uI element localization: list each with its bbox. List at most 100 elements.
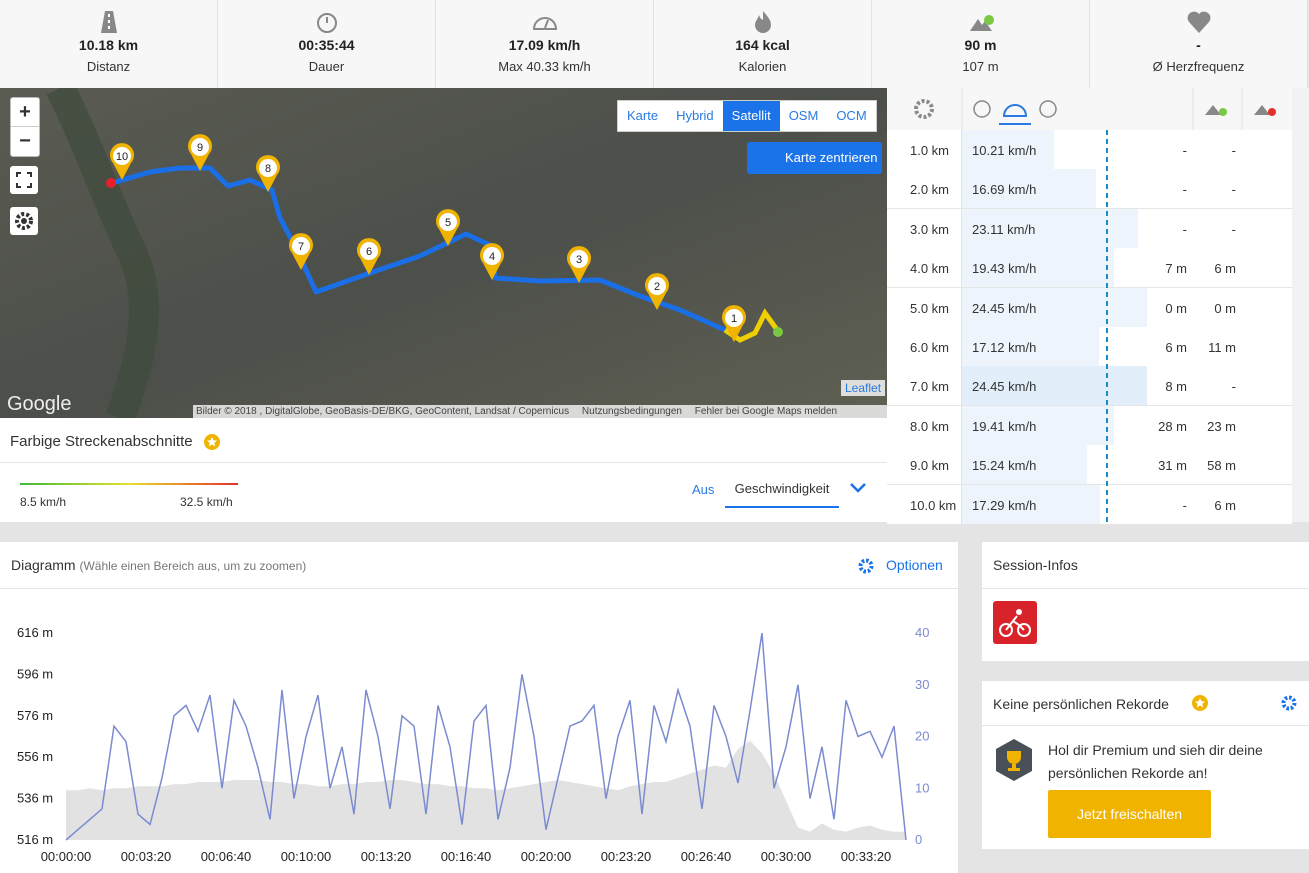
- split-row: 6.0 km 17.12 km/h 6 m 11 m: [887, 327, 1292, 367]
- avg-line: [1106, 130, 1108, 522]
- cell: 23.11 km/h: [972, 221, 1036, 237]
- layer-button[interactable]: OCM: [827, 101, 876, 131]
- zoom-out[interactable]: −: [19, 130, 31, 152]
- stat: 164 kcal Kalorien: [654, 0, 872, 88]
- divider: [961, 248, 962, 288]
- stat-label: Ø Herzfrequenz: [1152, 59, 1245, 74]
- stat-value: 00:35:44: [298, 37, 355, 53]
- marker-dot: [259, 159, 277, 177]
- stat-icon: [317, 13, 337, 33]
- marker-label: 10: [116, 151, 128, 163]
- stat: 10.18 km Distanz: [0, 0, 218, 88]
- cell: 0 m: [1214, 300, 1236, 316]
- cell: 5.0 km: [910, 300, 950, 316]
- cell: -: [1182, 221, 1187, 237]
- speed-bar: [961, 327, 1099, 366]
- stat: 00:35:44 Dauer: [218, 0, 436, 88]
- attribution: Bilder © 2018 , DigitalGlobe, GeoBasis-D…: [196, 406, 570, 417]
- cell: 6 m: [1214, 497, 1236, 513]
- marker-label: 7: [298, 241, 304, 253]
- cell: 7.0 km: [910, 379, 950, 395]
- marker-dot: [360, 242, 378, 260]
- split-row: 10.0 km 17.29 km/h - 6 m: [887, 484, 1292, 525]
- cell: -: [1231, 182, 1236, 198]
- fullscreen[interactable]: [10, 166, 38, 194]
- session-panel: Session-Infos: [982, 542, 1309, 661]
- leaflet[interactable]: Leaflet: [841, 380, 886, 396]
- cell: 8 m: [1165, 379, 1187, 395]
- cell: 15.24 km/h: [972, 458, 1037, 474]
- y-tick-label: 536 m: [17, 791, 53, 806]
- mode-select[interactable]: Geschwindigkeit: [725, 474, 839, 508]
- elevation-area: [66, 740, 906, 840]
- speed-line: [65, 632, 907, 841]
- y-tick-label: 616 m: [17, 625, 53, 640]
- layer-button[interactable]: Karte: [618, 101, 668, 131]
- cell: 0 m: [1165, 300, 1187, 316]
- cell: -: [1231, 143, 1236, 158]
- off-option[interactable]: Aus: [692, 482, 715, 497]
- records-panel: Keine persönlichen Rekorde Hol dir Premi…: [982, 681, 1309, 849]
- stat-value: 164 kcal: [735, 37, 790, 53]
- cell: -: [1231, 221, 1236, 237]
- stat-icon: [101, 11, 117, 33]
- marker-label: 8: [265, 163, 271, 175]
- cell: 16.69 km/h: [972, 182, 1037, 198]
- cell: 8.0 km: [910, 418, 950, 434]
- marker-dot: [570, 250, 588, 268]
- cell: 10.0 km: [910, 497, 957, 513]
- divider: [961, 484, 962, 524]
- x-tick-label: 00:06:40: [201, 849, 252, 864]
- x-tick-label: 00:10:00: [281, 849, 332, 864]
- layer-button[interactable]: Hybrid: [667, 101, 723, 131]
- speed-bar: [961, 287, 1147, 327]
- layer-button[interactable]: OSM: [779, 101, 828, 131]
- center-label: Karte zentrieren: [785, 150, 878, 165]
- speed-bar: [961, 484, 1100, 524]
- stat-value: 90 m: [964, 37, 997, 53]
- split-row: 4.0 km 19.43 km/h 7 m 6 m: [887, 248, 1292, 289]
- x-tick-label: 00:03:20: [121, 849, 172, 864]
- speed-bar: [961, 445, 1087, 485]
- report[interactable]: Fehler bei Google Maps melden: [694, 406, 838, 417]
- cell: 28 m: [1158, 418, 1187, 434]
- cell: 58 m: [1207, 458, 1236, 474]
- x-tick-label: 00:00:00: [41, 849, 92, 864]
- map-settings[interactable]: [10, 207, 38, 235]
- cell: -: [1231, 379, 1236, 395]
- split-row: 8.0 km 19.41 km/h 28 m 23 m: [887, 405, 1292, 446]
- stat-value: 17.09 km/h: [508, 37, 581, 53]
- y2-tick-label: 30: [915, 677, 929, 692]
- cell: 10.21 km/h: [972, 143, 1037, 158]
- terms[interactable]: Nutzungsbedingungen: [581, 406, 682, 417]
- options-button[interactable]: Optionen: [886, 557, 943, 573]
- stat: 17.09 km/h Max 40.33 km/h: [436, 0, 654, 88]
- zoom-in[interactable]: +: [11, 98, 39, 127]
- center-button[interactable]: Karte zentrieren: [747, 142, 882, 174]
- attribution-bar: Bilder © 2018 , DigitalGlobe, GeoBasis-D…: [193, 405, 887, 418]
- diagram-heading: Diagramm (Wähle einen Bereich aus, um zu…: [11, 557, 306, 573]
- session-title: Session-Infos: [993, 557, 1078, 573]
- marker-label: 3: [576, 254, 582, 266]
- divider: [961, 287, 962, 327]
- stat: 90 m 107 m: [872, 0, 1090, 88]
- split-row: 5.0 km 24.45 km/h 0 m 0 m: [887, 287, 1292, 328]
- unlock-button[interactable]: Jetzt freischalten: [1048, 790, 1211, 838]
- map[interactable]: 1 2 3 4 5 6 7 8 9 10: [0, 88, 887, 418]
- segments-panel: Farbige Streckenabschnitte 8.5 km/h 32.5…: [0, 418, 887, 522]
- bike-icon: [993, 601, 1037, 644]
- marker-label: 9: [197, 142, 203, 154]
- marker-dot: [113, 147, 131, 165]
- cell: 17.29 km/h: [972, 497, 1037, 513]
- divider: [961, 130, 962, 169]
- stat-label: 107 m: [962, 59, 999, 74]
- stat-label: Max 40.33 km/h: [498, 59, 591, 74]
- layer-button[interactable]: Satellit: [722, 101, 780, 131]
- split-row: 1.0 km 10.21 km/h - -: [887, 130, 1292, 170]
- speed-bar: [961, 208, 1138, 248]
- stat-icon: [1187, 11, 1211, 34]
- y2-tick-label: 40: [915, 625, 929, 640]
- x-tick-label: 00:30:00: [761, 849, 812, 864]
- divider: [961, 169, 962, 209]
